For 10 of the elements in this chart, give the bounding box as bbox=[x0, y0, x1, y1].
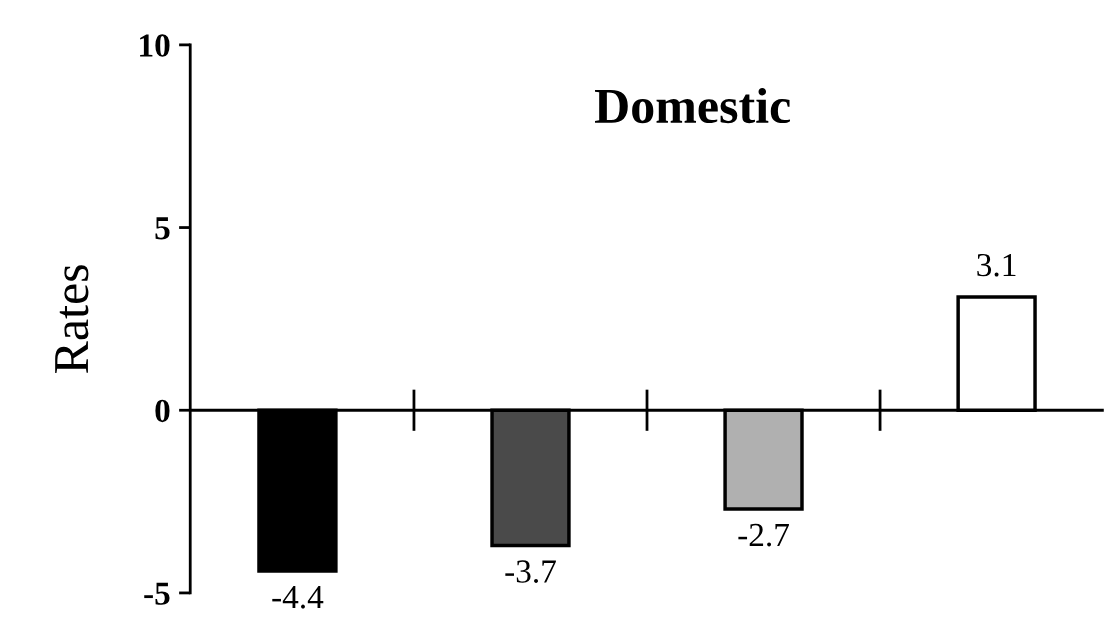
y-tick-label: 10 bbox=[140, 34, 170, 57]
data-label: -2.7 bbox=[738, 523, 789, 547]
y-tick-label: -5 bbox=[144, 582, 170, 605]
data-label: -4.4 bbox=[272, 586, 324, 609]
y-axis-title: Rates bbox=[55, 265, 89, 374]
text: Domestic bbox=[595, 87, 791, 124]
data-label: 3.1 bbox=[977, 253, 1016, 277]
y-tick-label: 0 bbox=[155, 399, 170, 423]
y-tick-label: 5 bbox=[155, 217, 170, 240]
data-label: -3.7 bbox=[505, 560, 556, 583]
